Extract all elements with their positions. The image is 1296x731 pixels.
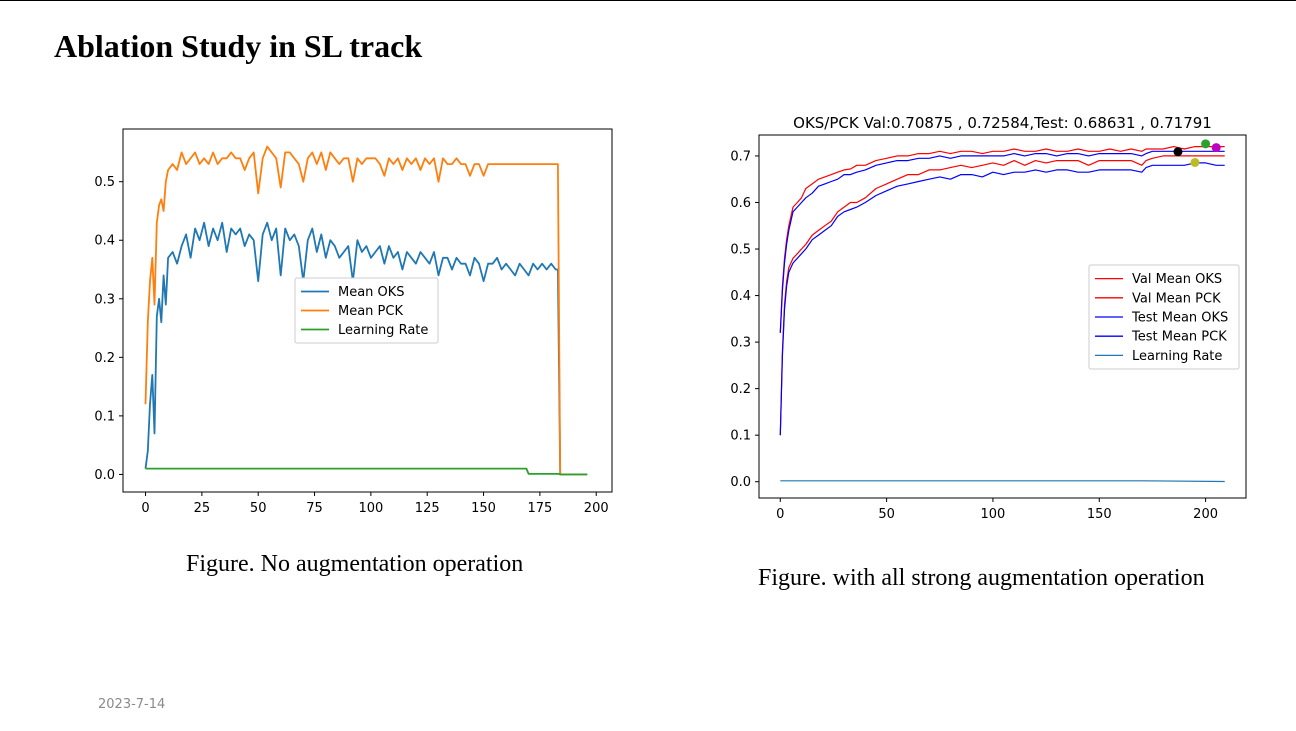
caption-right: Figure. with all strong augmentation ope…	[758, 565, 1205, 591]
marker-point	[1211, 143, 1221, 153]
legend-label: Test Mean OKS	[1131, 311, 1228, 326]
y-tick-label: 0.5	[94, 175, 115, 190]
y-tick-label: 0.4	[94, 234, 115, 249]
series-line-test-mean-oks	[779, 150, 1225, 333]
legend-box	[1088, 264, 1240, 370]
legend-label: Test Mean PCK	[1131, 330, 1227, 345]
y-tick-label: 0.0	[730, 475, 751, 490]
y-tick-label: 0.2	[94, 351, 115, 366]
marker-point	[1173, 147, 1183, 157]
slide-title: Ablation Study in SL track	[54, 28, 423, 64]
x-tick-label: 0	[141, 501, 149, 516]
y-tick-label: 0.0	[94, 468, 115, 483]
x-tick-label: 200	[1193, 507, 1218, 522]
marker-point	[1190, 157, 1200, 167]
y-tick-label: 0.5	[730, 243, 751, 258]
chart-right-group: OKS/PCK Val:0.70875 , 0.72584,Test: 0.68…	[730, 114, 1247, 522]
chart-title: OKS/PCK Val:0.70875 , 0.72584,Test: 0.68…	[793, 114, 1212, 132]
legend-label: Mean PCK	[338, 304, 403, 319]
series-line-learning-rate	[780, 480, 1225, 483]
legend: Mean OKS Mean PCK Learning Rate	[294, 277, 439, 344]
series-line-val-mean-oks	[779, 146, 1225, 333]
x-tick-label: 25	[194, 501, 211, 516]
x-tick-label: 125	[415, 501, 440, 516]
legend-label: Mean OKS	[338, 285, 405, 300]
slide-date: 2023-7-14	[98, 697, 166, 712]
x-tick-label: 175	[527, 501, 552, 516]
x-tick-label: 100	[981, 507, 1006, 522]
legend-label: Learning Rate	[1132, 349, 1222, 364]
x-tick-label: 100	[358, 501, 383, 516]
legend-box	[294, 277, 439, 344]
x-tick-label: 0	[776, 507, 784, 522]
series-line-test-mean-pck	[779, 162, 1225, 436]
y-tick-label: 0.6	[730, 196, 751, 211]
caption-left: Figure. No augmentation operation	[186, 551, 524, 577]
x-tick-label: 50	[250, 501, 267, 516]
x-tick-label: 150	[471, 501, 496, 516]
x-tick-label: 150	[1087, 507, 1112, 522]
y-tick-label: 0.3	[94, 292, 115, 307]
x-tick-label: 50	[878, 507, 895, 522]
legend-label: Learning Rate	[338, 323, 428, 338]
y-tick-label: 0.7	[730, 149, 751, 164]
y-tick-label: 0.4	[730, 289, 751, 304]
series-line-mean-pck	[144, 145, 588, 476]
y-tick-label: 0.2	[730, 382, 751, 397]
series-line-learning-rate	[145, 467, 588, 476]
x-tick-label: 75	[306, 501, 323, 516]
legend-label: Val Mean OKS	[1132, 272, 1222, 287]
x-tick-label: 200	[584, 501, 609, 516]
y-tick-label: 0.3	[730, 336, 751, 351]
top-rule	[0, 0, 1296, 1]
y-tick-label: 0.1	[730, 429, 751, 444]
series-line-mean-oks	[144, 221, 588, 476]
marker-point	[1201, 139, 1211, 149]
plot-frame	[758, 134, 1247, 499]
legend-label: Val Mean PCK	[1132, 291, 1221, 306]
series-line-val-mean-pck	[779, 155, 1225, 436]
chart-left-group: 0 25 50 75 100 125 150 175 200 0.0 0.1 0.2 0.3 0.4 0.5…	[94, 128, 613, 516]
legend: Val Mean OKS Val Mean PCK Test Mean OKS Tes…	[1088, 264, 1240, 370]
plot-frame	[122, 128, 613, 493]
y-tick-label: 0.1	[94, 409, 115, 424]
